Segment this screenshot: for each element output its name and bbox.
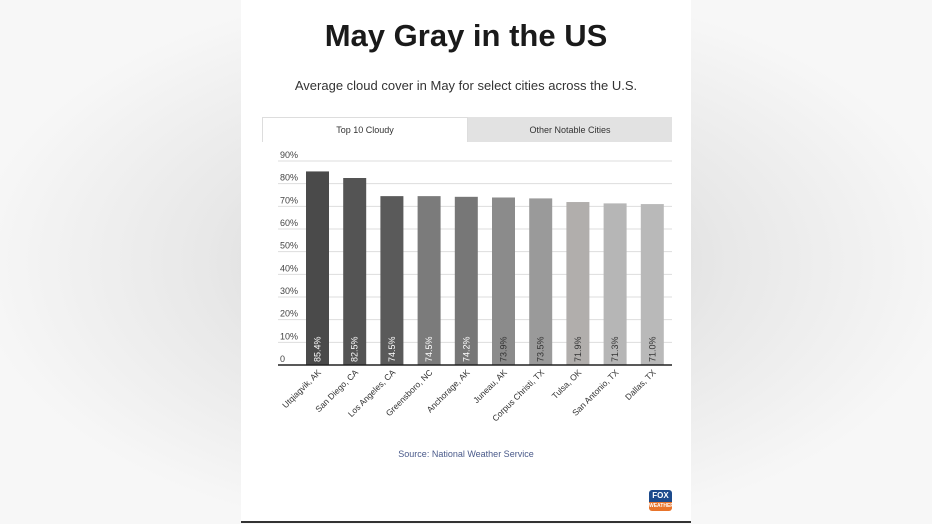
data-label: 85.4% [313, 336, 323, 362]
bar [566, 202, 590, 365]
y-tick-label: 20% [280, 309, 298, 319]
data-label: 71.3% [610, 336, 620, 362]
bar [640, 204, 664, 365]
y-tick-label: 10% [280, 331, 298, 341]
bar [529, 198, 553, 365]
subtitle: Average cloud cover in May for select ci… [294, 78, 638, 93]
tab-top-10-cloudy[interactable]: Top 10 Cloudy [262, 117, 468, 142]
tab-bar: Top 10 Cloudy Other Notable Cities [262, 117, 672, 142]
y-tick-label: 50% [280, 241, 298, 251]
fox-weather-logo: FOX WEATHER [649, 490, 672, 511]
page-title: May Gray in the US [324, 18, 608, 53]
y-tick-label: 80% [280, 173, 298, 183]
data-label: 73.9% [499, 336, 509, 362]
bar-chart: 010%20%30%40%50%60%70%80%90%85.4%Utqiagv… [278, 150, 672, 423]
infographic-panel: May Gray in the US Average cloud cover i… [241, 0, 691, 523]
data-label: 74.2% [461, 336, 471, 362]
bar [603, 203, 627, 365]
y-tick-label: 90% [280, 150, 298, 160]
bar [492, 197, 515, 365]
y-tick-label: 30% [280, 286, 298, 296]
data-label: 71.0% [647, 336, 657, 362]
bar [343, 178, 367, 365]
bar [380, 196, 404, 365]
bar [454, 196, 478, 365]
y-tick-label: 0 [280, 354, 285, 364]
x-tick-label: Juneau, AK [471, 367, 509, 405]
y-tick-label: 70% [280, 195, 298, 205]
data-label: 74.5% [387, 336, 397, 362]
data-label: 73.5% [536, 336, 546, 362]
source-note: Source: National Weather Service [398, 449, 534, 459]
data-label: 71.9% [573, 336, 583, 362]
y-tick-label: 40% [280, 263, 298, 273]
data-label: 74.5% [424, 336, 434, 362]
y-tick-label: 60% [280, 218, 298, 228]
bar [417, 196, 441, 365]
x-tick-label: Tulsa, OK [550, 367, 584, 401]
bar [306, 171, 329, 365]
x-tick-label: Dallas, TX [623, 367, 658, 402]
tab-other-notable-cities[interactable]: Other Notable Cities [529, 124, 611, 135]
data-label: 82.5% [350, 336, 360, 362]
